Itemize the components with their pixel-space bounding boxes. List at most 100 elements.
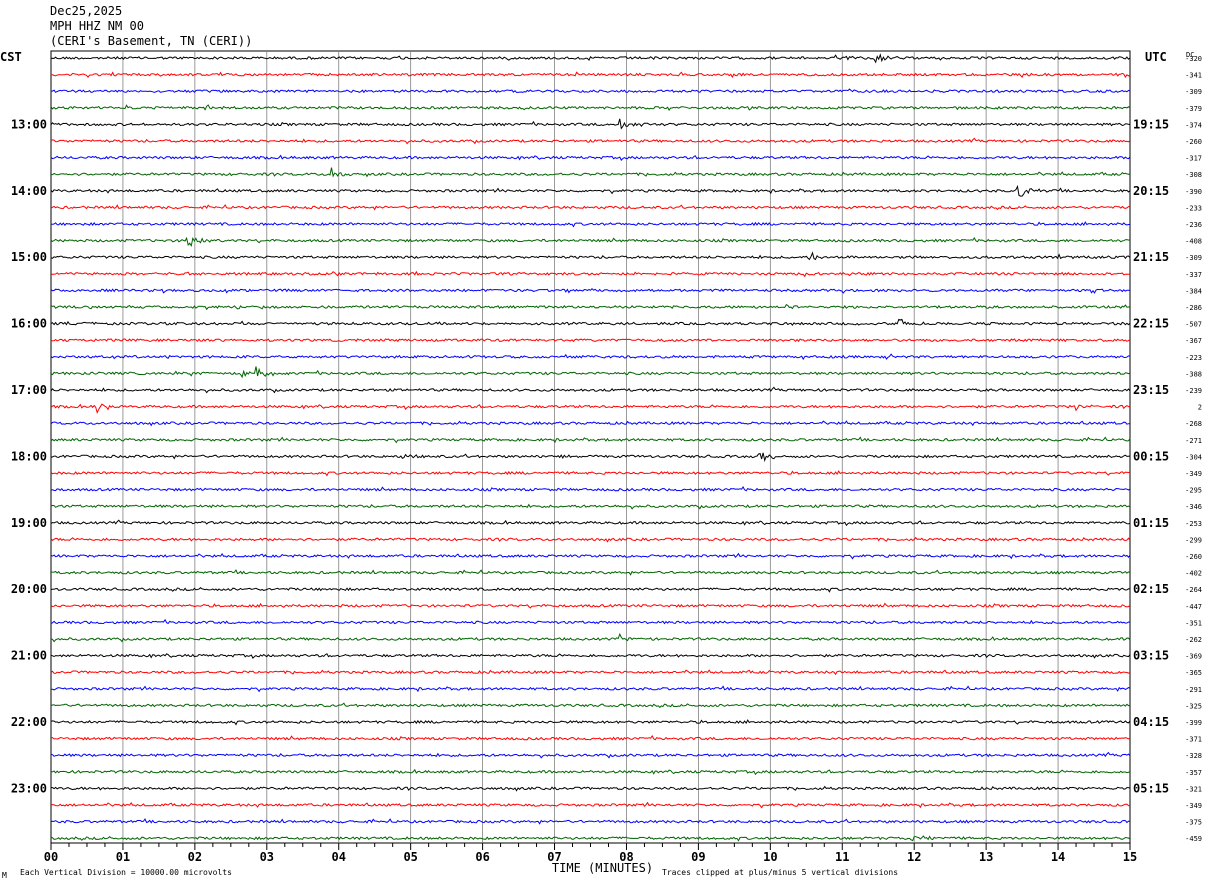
trace-line [50,587,1131,593]
trace-line [50,536,1131,543]
dc-offset-label: -320 [1185,55,1202,63]
trace-line [50,486,1131,492]
dc-offset-label: -388 [1185,370,1202,378]
utc-hour-label: 23:15 [1133,383,1169,397]
dc-offset-label: -328 [1185,752,1202,760]
utc-hour-label: 05:15 [1133,781,1169,795]
dc-offset-label: -367 [1185,337,1202,345]
dc-offset-label: -262 [1185,636,1202,644]
cst-hour-label: 18:00 [11,449,47,463]
cst-hour-label: 15:00 [11,250,47,264]
trace-line [50,403,1131,415]
x-tick-label: 11 [835,850,849,864]
axis-labels: 00 01 02 03 04 05 06 07 08 09 10 11 12 13 14 15 TIME (MI… [0,50,1202,875]
trace-line [50,735,1131,741]
cst-hour-label: 16:00 [11,317,47,331]
dc-offset-label: -239 [1185,387,1202,395]
dc-offset-label: -379 [1185,105,1202,113]
trace-line [50,818,1131,825]
x-tick-label: 03 [260,850,274,864]
trace-line [50,304,1130,311]
trace-line [51,221,1130,228]
trace-line [50,137,1131,145]
trace-line [50,452,1131,463]
trace-line [50,436,1131,444]
location-label: (CERI's Basement, TN (CERI)) [50,34,253,48]
clip-note: Traces clipped at plus/minus 5 vertical … [662,868,899,877]
utc-label: UTC [1145,50,1167,64]
utc-hour-label: 19:15 [1133,117,1169,131]
trace-line [51,167,1131,178]
trace-line [50,386,1131,394]
dc-offset-label: -408 [1185,238,1202,246]
utc-hour-label: 00:15 [1133,449,1169,463]
dc-offset-label: -264 [1185,586,1202,594]
utc-hour-label: 03:15 [1133,649,1169,663]
trace-line [50,719,1131,726]
x-tick-label: 07 [547,850,561,864]
plot-frame [50,50,1131,844]
cst-hour-label: 13:00 [11,117,47,131]
station-label: MPH HHZ NM 00 [50,19,144,33]
trace-line [50,204,1131,211]
trace-line [50,104,1131,112]
dc-offset-label: -308 [1185,171,1202,179]
trace-line [50,270,1131,278]
dc-offset-label: -260 [1185,553,1202,561]
header: Dec25,2025 MPH HHZ NM 00 (CERI's Basemen… [50,4,252,49]
trace-line [51,569,1131,576]
trace-line [50,251,1131,261]
dc-offset-label: -309 [1185,254,1202,262]
utc-hour-label: 02:15 [1133,582,1169,596]
dc-offset-label: -299 [1185,536,1202,544]
trace-line [50,602,1131,609]
dc-offset-label: -507 [1185,321,1202,329]
x-tick-label: 04 [332,850,346,864]
x-tick-label: 12 [907,850,921,864]
x-tick-label: 10 [763,850,777,864]
utc-hour-label: 01:15 [1133,516,1169,530]
dc-offset-label: -223 [1185,354,1202,362]
dc-offset-label: -369 [1185,653,1202,661]
dc-offset-label: -349 [1185,802,1202,810]
trace-line [50,236,1131,248]
x-tick-label: 14 [1051,850,1065,864]
trace-line [50,669,1131,676]
dc-offset-label: -402 [1185,570,1202,578]
x-tick-label: 06 [475,850,489,864]
dc-offset-label: -349 [1185,470,1202,478]
x-tick-label: 05 [403,850,417,864]
trace-line [50,366,1131,379]
dc-offset-label: -286 [1185,304,1202,312]
dc-offset-label: -384 [1185,287,1202,295]
dc-offset-label: -233 [1185,204,1202,212]
trace-line [50,420,1130,427]
dc-offset-label: -459 [1185,835,1202,843]
trace-line [50,632,1131,643]
x-tick-label: 15 [1123,850,1137,864]
dc-offset-label: -309 [1185,88,1202,96]
dc-offset-label: -291 [1185,686,1202,694]
trace-line [50,287,1131,294]
dc-offset-label: -375 [1185,819,1202,827]
dc-offset-label: -371 [1185,736,1202,744]
trace-line [50,801,1131,809]
trace-line [50,768,1131,776]
x-tick-label: 02 [188,850,202,864]
trace-line [50,184,1131,197]
x-tick-label: 00 [44,850,58,864]
cst-hour-label: 17:00 [11,383,47,397]
trace-line [50,653,1131,659]
date-label: Dec25,2025 [50,4,123,18]
dc-offset-label: -253 [1185,520,1202,528]
dc-offset-label: -341 [1185,72,1202,80]
cst-hour-label: 21:00 [11,649,47,663]
trace-line [50,785,1131,792]
dc-offset-label: -337 [1185,271,1202,279]
dc-offset-label: -365 [1185,669,1202,677]
dc-offset-label: -399 [1185,719,1202,727]
trace-line [50,470,1131,477]
trace-line [50,318,1131,327]
trace-line [50,503,1131,510]
